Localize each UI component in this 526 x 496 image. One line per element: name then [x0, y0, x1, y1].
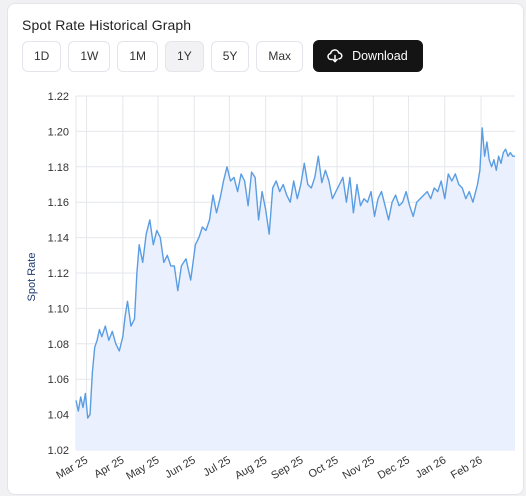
x-tick-label: May 25	[124, 454, 161, 482]
y-axis-label: Spot Rate	[26, 253, 38, 302]
x-tick-label: Apr 25	[92, 454, 126, 481]
cloud-download-icon	[327, 49, 343, 63]
y-tick-label: 1.20	[48, 126, 69, 138]
range-1y-button[interactable]: 1Y	[165, 40, 204, 72]
x-tick-label: Oct 25	[306, 454, 340, 481]
x-tick-label: Aug 25	[233, 454, 269, 482]
y-tick-label: 1.04	[48, 410, 69, 422]
y-axis: 1.22 1.20 1.18 1.16 1.14 1.12 1.10 1.08 1.06 1.04…	[48, 91, 69, 457]
x-tick-label: Jul 25	[201, 454, 232, 479]
range-1m-button[interactable]: 1M	[117, 40, 159, 72]
x-tick-label: Jan 26	[414, 454, 449, 481]
y-tick-label: 1.18	[48, 162, 69, 174]
range-max-button[interactable]: Max	[256, 40, 304, 72]
y-tick-label: 1.06	[48, 374, 69, 386]
series-line	[75, 127, 515, 419]
chart-card: Spot Rate Historical Graph 1D 1W 1M 1Y 5…	[7, 3, 524, 495]
range-5y-button[interactable]: 5Y	[210, 40, 250, 72]
x-tick-label: Feb 26	[449, 454, 485, 482]
y-tick-label: 1.08	[48, 339, 69, 351]
download-label: Download	[352, 49, 408, 63]
toolbar: 1D 1W 1M 1Y 5Y Max Download	[22, 40, 423, 72]
x-tick-label: Sep 25	[269, 454, 305, 482]
y-tick-label: 1.14	[48, 233, 69, 245]
y-tick-label: 1.10	[48, 303, 69, 315]
spot-rate-chart: 1.22 1.20 1.18 1.16 1.14 1.12 1.10 1.08 1.06 1.04…	[26, 91, 515, 483]
download-button[interactable]: Download	[313, 40, 423, 72]
x-tick-label: Dec 25	[376, 454, 412, 482]
y-tick-label: 1.22	[48, 91, 69, 103]
series-area	[76, 127, 515, 451]
x-tick-label: Nov 25	[341, 454, 377, 482]
y-tick-label: 1.02	[48, 445, 69, 457]
range-1d-button[interactable]: 1D	[22, 40, 62, 72]
range-1w-button[interactable]: 1W	[68, 40, 111, 72]
y-tick-label: 1.12	[48, 268, 69, 280]
chart-title: Spot Rate Historical Graph	[22, 17, 192, 33]
x-tick-label: Jun 25	[163, 454, 198, 481]
x-tick-label: Mar 25	[54, 454, 90, 482]
y-tick-label: 1.16	[48, 197, 69, 209]
